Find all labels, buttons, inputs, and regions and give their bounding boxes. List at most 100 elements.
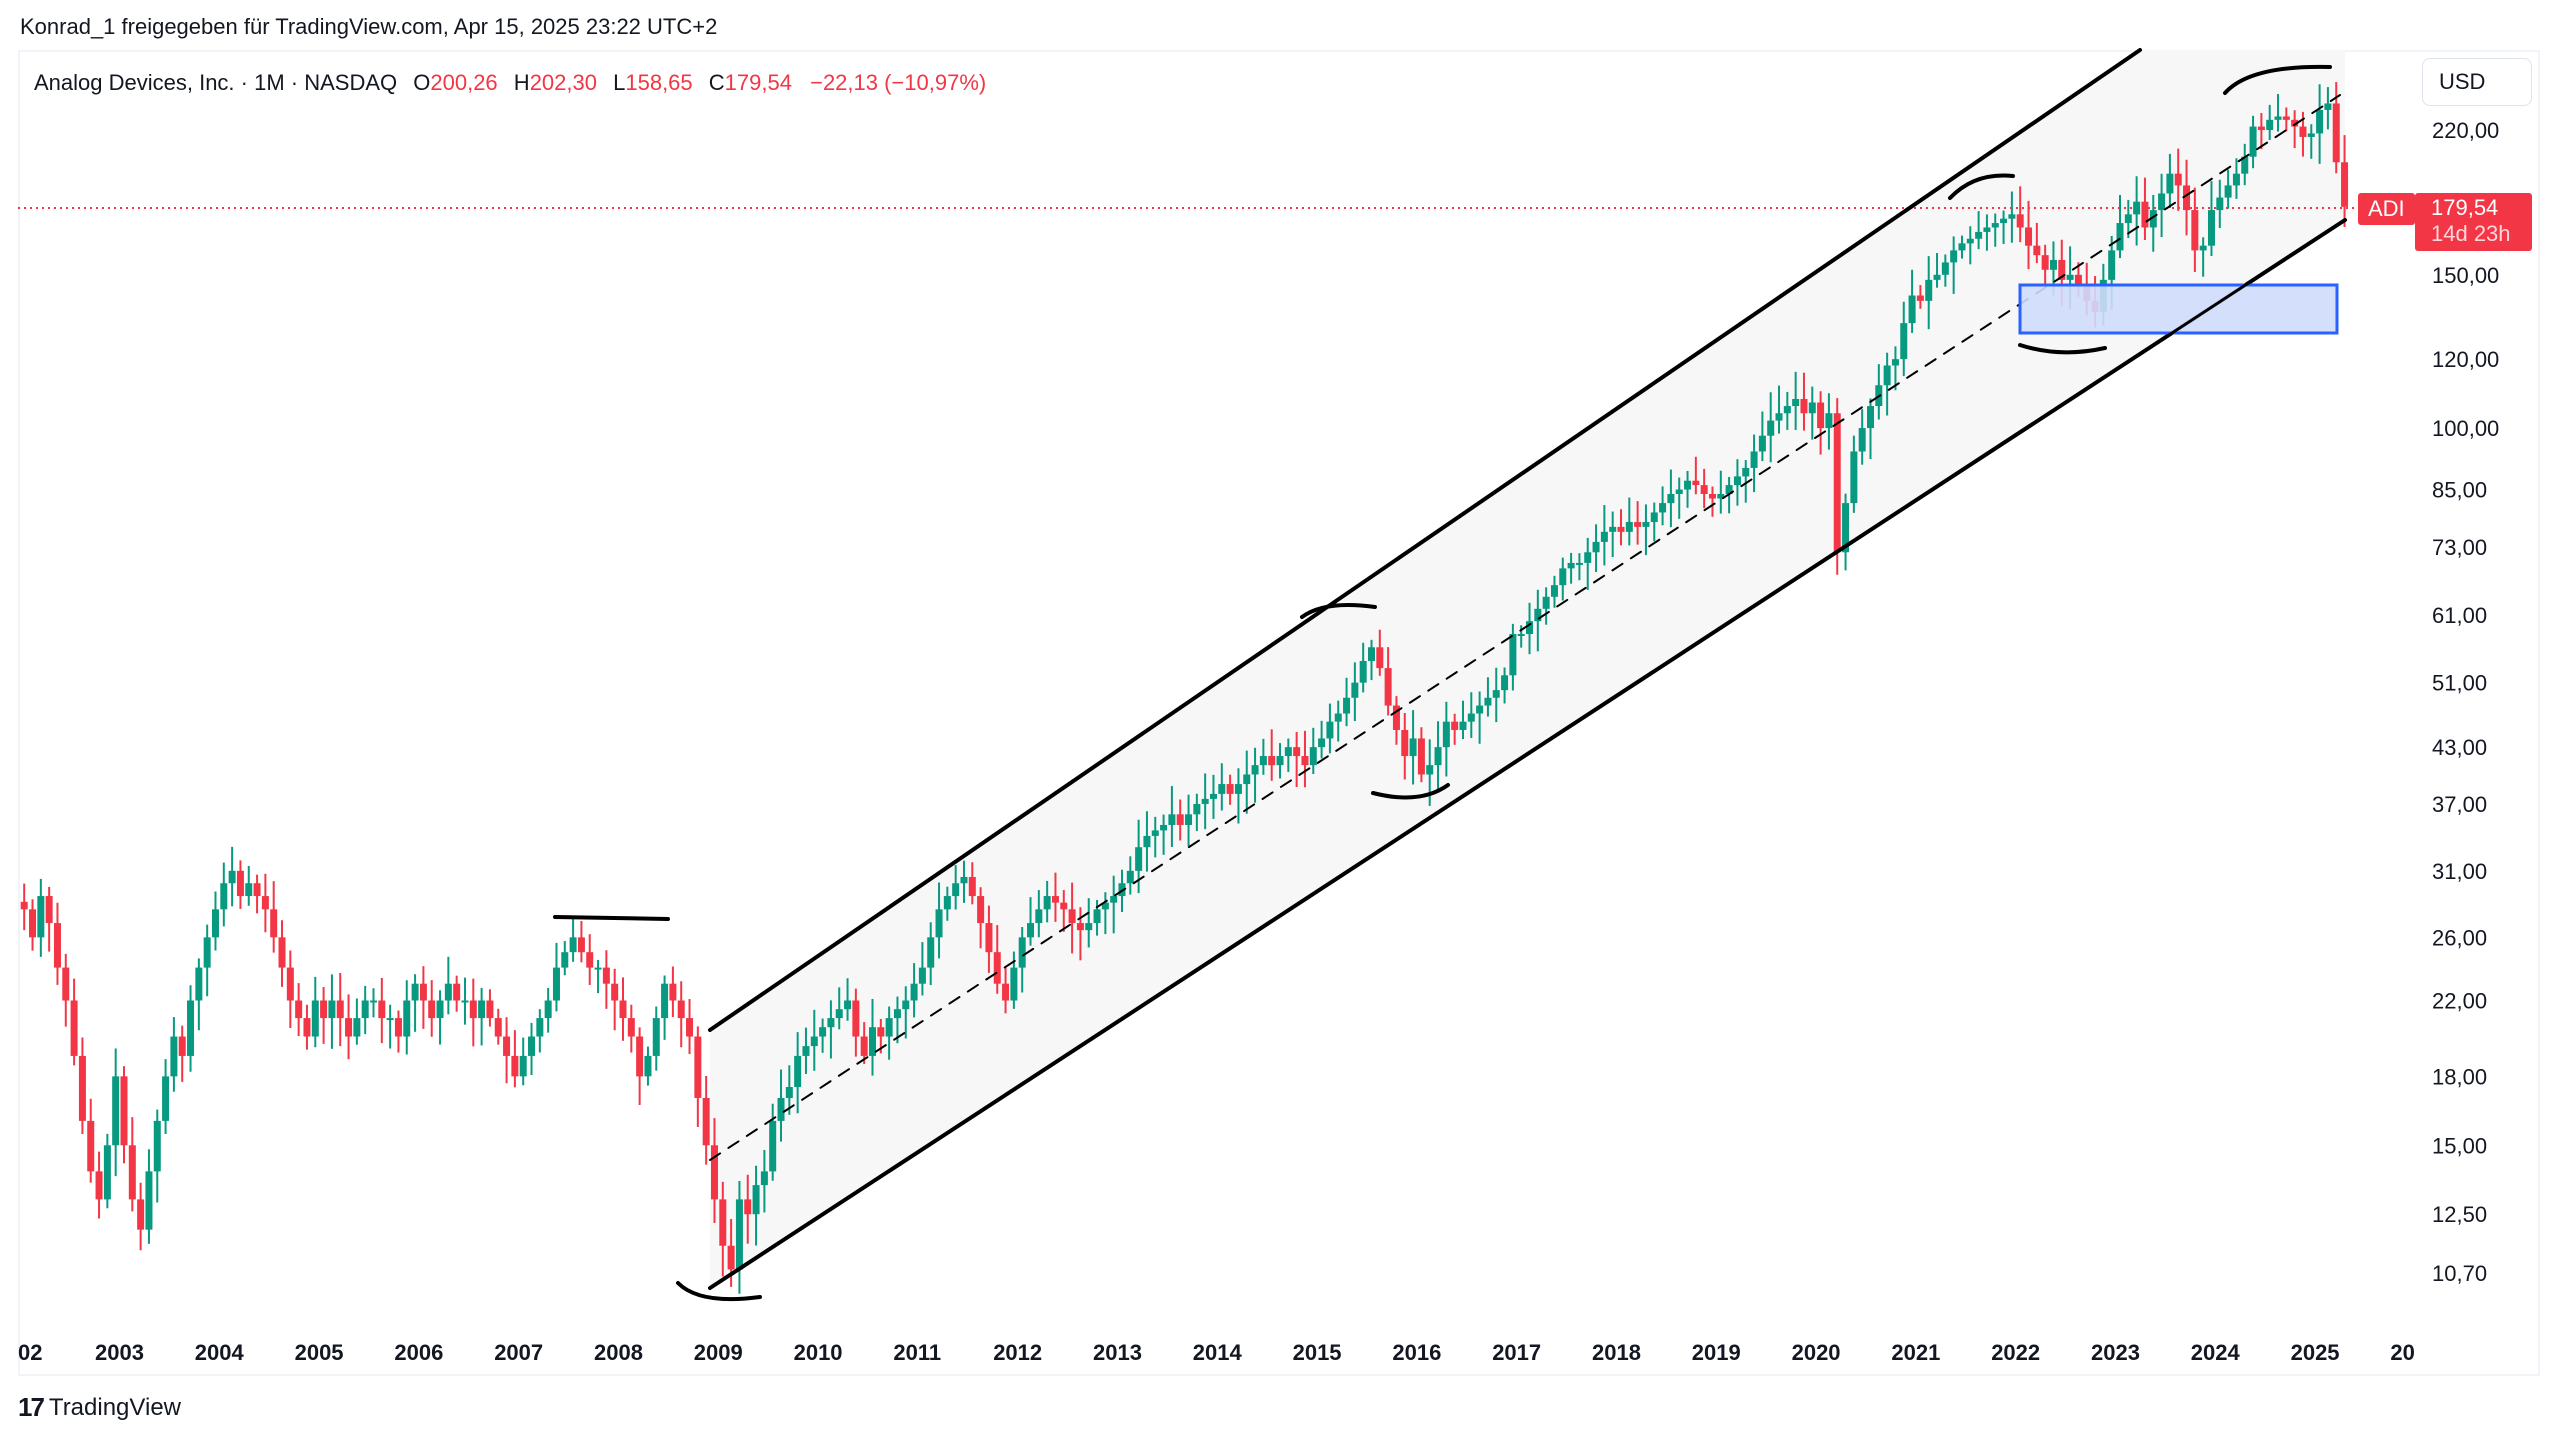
currency-button[interactable]: USD [2422, 58, 2532, 106]
price-tick: 10,70 [2432, 1261, 2487, 1286]
candle [1767, 392, 1775, 463]
bottom-arc-2016[interactable] [1371, 783, 1450, 800]
time-tick: 2021 [1891, 1340, 1940, 1365]
candle [1018, 927, 1026, 993]
candle [677, 981, 685, 1048]
candle [1684, 470, 1692, 508]
candle [1343, 677, 1351, 727]
candle [120, 1066, 128, 1164]
candle [1900, 301, 1908, 377]
candle [2207, 181, 2215, 256]
time-tick: 2003 [95, 1340, 144, 1365]
price-tick: 73,00 [2432, 535, 2487, 560]
candle [1251, 747, 1259, 803]
candle [1509, 623, 1517, 691]
time-tick: 2010 [794, 1340, 843, 1365]
top-arc-2021[interactable] [1948, 173, 2015, 200]
tradingview-logo[interactable]: 17 TradingView [18, 1392, 181, 1423]
candle [1858, 409, 1866, 465]
candle [619, 977, 627, 1041]
candle [78, 1037, 86, 1135]
candle [827, 1000, 835, 1059]
candle [1891, 346, 1899, 391]
candle [2232, 158, 2240, 199]
candle [1625, 497, 1633, 546]
time-axis[interactable]: 02 2003 2004 2005 2006 2007 2008 2009 2010 2011 20… [18, 1340, 2415, 1365]
candle [1775, 385, 1783, 434]
time-tick: 2004 [195, 1340, 245, 1365]
channel-fill [710, 50, 2345, 1288]
candle [1567, 552, 1575, 584]
close-label: C [708, 70, 725, 95]
top-arc-2024[interactable] [2223, 64, 2332, 95]
candle [1442, 701, 1450, 777]
time-tick: 2007 [494, 1340, 543, 1365]
bottom-arc-2009[interactable] [676, 1281, 762, 1302]
candle [62, 953, 70, 1027]
candle [1209, 774, 1217, 819]
candle [245, 865, 253, 906]
candle [1983, 214, 1991, 251]
candle [1850, 435, 1858, 513]
candle [1501, 667, 1509, 704]
candle [311, 976, 319, 1048]
candle [661, 975, 669, 1040]
candle [860, 1022, 868, 1065]
drawings[interactable] [553, 48, 2347, 1302]
candle [2133, 176, 2141, 246]
candle [178, 1025, 186, 1082]
candle [444, 956, 452, 1015]
candle [1584, 537, 1592, 590]
candle [1201, 773, 1209, 830]
candle [1035, 890, 1043, 938]
candle [744, 1174, 752, 1244]
symbol-name[interactable]: Analog Devices, Inc. · 1M · NASDAQ [34, 70, 398, 95]
candle [87, 1098, 95, 1183]
time-tick: 2005 [295, 1340, 344, 1365]
candle [1867, 398, 1874, 460]
channel-upper-line[interactable] [708, 48, 2142, 1032]
last-price: 179,54 [2431, 195, 2499, 220]
candle [760, 1150, 768, 1213]
candle [1060, 890, 1068, 932]
candle [361, 985, 369, 1035]
time-tick: 2011 [893, 1340, 941, 1365]
change-value: −22,13 (−10,97%) [810, 70, 987, 95]
candle [1276, 743, 1284, 779]
top-arc-2015[interactable] [1300, 603, 1377, 619]
candle [819, 1018, 827, 1053]
candle [2341, 135, 2349, 227]
time-tick: 2012 [993, 1340, 1042, 1365]
support-zone-box[interactable] [2018, 283, 2339, 335]
candle [1700, 468, 1708, 509]
price-axis[interactable]: 220,00 150,00 120,00 100,00 85,00 73,00 61,00 5… [2432, 118, 2499, 1286]
candle [519, 1037, 527, 1086]
candle [1185, 794, 1193, 846]
candle [486, 989, 494, 1027]
price-tick: 220,00 [2432, 118, 2499, 143]
time-tick: 2024 [2191, 1340, 2241, 1365]
low-label: L [613, 70, 626, 95]
price-tick: 26,00 [2432, 925, 2487, 950]
channel-midline[interactable] [709, 94, 2341, 1161]
bottom-arc-2022[interactable] [2018, 343, 2107, 355]
channel-lower-line-overlay[interactable] [708, 218, 2347, 1290]
price-tick: 31,00 [2432, 859, 2487, 884]
candle [1733, 459, 1741, 506]
candle [1193, 793, 1201, 832]
candle [20, 883, 28, 931]
candle [1941, 254, 1949, 287]
candle [494, 1008, 502, 1045]
candle [536, 1009, 544, 1053]
price-tick: 120,00 [2432, 347, 2499, 372]
candle [2041, 244, 2049, 286]
candle [528, 1022, 536, 1076]
chart-frame [18, 50, 2540, 1376]
candle [1758, 411, 1766, 462]
resistance-line-2007[interactable] [553, 915, 670, 921]
candle [752, 1165, 760, 1246]
candle [1351, 662, 1359, 722]
candle [1916, 285, 1924, 309]
tradingview-brand: TradingView [48, 1393, 181, 1421]
